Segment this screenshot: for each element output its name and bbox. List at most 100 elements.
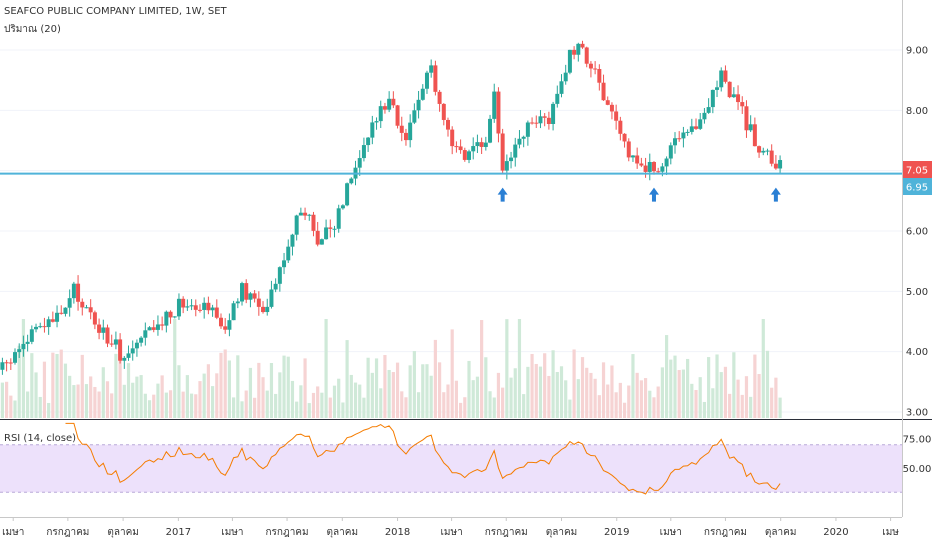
time-tick-label: กรกฎาคม (485, 527, 528, 538)
volume-bar (387, 369, 391, 418)
candle-body (492, 91, 497, 119)
volume-bar (517, 319, 522, 418)
time-tick-label: กรกฎาคม (46, 527, 89, 538)
candle-body (307, 214, 312, 216)
candlesticks[interactable] (0, 40, 783, 375)
volume-bar (210, 386, 215, 418)
time-axis[interactable]: เมษา กรกฎาคม ตุลาคม 2017 เมษา กรกฎาคม ตุลาคม 20… (2, 517, 899, 538)
volume-bar (139, 375, 143, 418)
volume-bar (564, 380, 568, 418)
volume-bar (0, 382, 5, 418)
volume-legend[interactable]: ปริมาณ (20) (4, 24, 61, 35)
candle-body (223, 326, 228, 330)
volume-bar (749, 396, 753, 418)
candle-body (290, 234, 295, 247)
volume-bar (303, 358, 307, 418)
candle-body (471, 146, 476, 152)
candle-body (97, 324, 102, 333)
volume-bar (198, 381, 202, 418)
candle-body (189, 305, 194, 307)
volume-bar (480, 320, 484, 418)
time-tick-label: เมษา (2, 527, 24, 538)
candle-body (601, 82, 606, 101)
volume-bar (316, 386, 320, 418)
time-tick-label: เมษา (660, 527, 682, 538)
volume-bar (736, 379, 740, 418)
candle-body (479, 142, 484, 147)
volume-bar (391, 372, 395, 418)
price-tick-label: 6.00 (906, 227, 928, 238)
candle-body (46, 319, 51, 328)
volume-bar (379, 388, 383, 418)
volume-bar (404, 397, 408, 418)
volume-bar (173, 319, 177, 418)
volume-bar (185, 375, 189, 418)
candle-body (193, 305, 198, 310)
candle-body (130, 348, 135, 354)
volume-bar (606, 384, 610, 418)
candle-body (651, 162, 656, 172)
candle-body (672, 138, 677, 146)
volume-bar (143, 393, 147, 418)
candle-body (689, 126, 694, 132)
candle-body (639, 163, 644, 166)
candle-body (202, 302, 207, 310)
volume-bar (362, 397, 366, 418)
candle-body (8, 362, 13, 364)
volume-bar (84, 384, 89, 418)
candle-body (248, 293, 253, 300)
rsi-tick-label: 75.00 (903, 434, 932, 445)
volume-bar (765, 350, 770, 418)
volume-bar (189, 393, 194, 418)
candle-body (261, 306, 266, 313)
candle-body (319, 239, 324, 245)
candle-body (702, 112, 707, 120)
volume-bar (131, 382, 135, 418)
rsi-band (0, 444, 902, 493)
volume-bar (664, 335, 669, 418)
volume-bar (147, 400, 152, 418)
symbol-legend[interactable]: SEAFCO PUBLIC COMPANY LIMITED, 1W, SET (4, 6, 227, 17)
volume-bar (152, 394, 156, 418)
candle-body (546, 117, 551, 124)
candle-body (42, 326, 47, 328)
volume-bar (295, 401, 299, 418)
candle-body (84, 307, 89, 309)
candle-body (399, 125, 404, 133)
time-tick-label: 2020 (823, 527, 848, 538)
candle-body (345, 183, 350, 206)
volume-bar (488, 391, 492, 418)
candle-body (736, 94, 741, 103)
candle-body (647, 162, 652, 172)
time-tick-label: เมษา (221, 527, 243, 538)
last-price-badge: 7.05 (903, 161, 932, 178)
volume-bar (156, 383, 160, 418)
candle-body (483, 142, 488, 147)
candle-body (559, 81, 564, 94)
candle-body (176, 298, 181, 317)
candle-body (298, 212, 303, 216)
rsi-legend[interactable]: RSI (14, close) (4, 433, 77, 444)
candle-body (340, 205, 345, 209)
candle-body (244, 283, 249, 300)
volume-bar (673, 355, 677, 418)
volume-bar (383, 355, 387, 418)
volume-bar (332, 385, 337, 418)
volume-bar (345, 340, 349, 418)
time-tick-label: ตุลาคม (546, 527, 578, 538)
volume-bar (652, 397, 656, 418)
price-axis[interactable]: 9.008.007.006.005.004.003.00 (906, 46, 928, 419)
rsi-axis[interactable]: 75.00 50.00 (903, 434, 932, 475)
volume-bar (76, 384, 80, 418)
candle-body (277, 267, 282, 284)
candle-body (778, 160, 783, 169)
volume-bar (307, 403, 311, 418)
time-tick-label: ตุลาคม (107, 527, 139, 538)
volume-bar (555, 372, 559, 418)
time-tick-label: เมษ (882, 527, 899, 538)
time-tick-label: ตุลาคม (327, 527, 359, 538)
volume-bar (496, 372, 501, 418)
candle-body (576, 43, 581, 55)
